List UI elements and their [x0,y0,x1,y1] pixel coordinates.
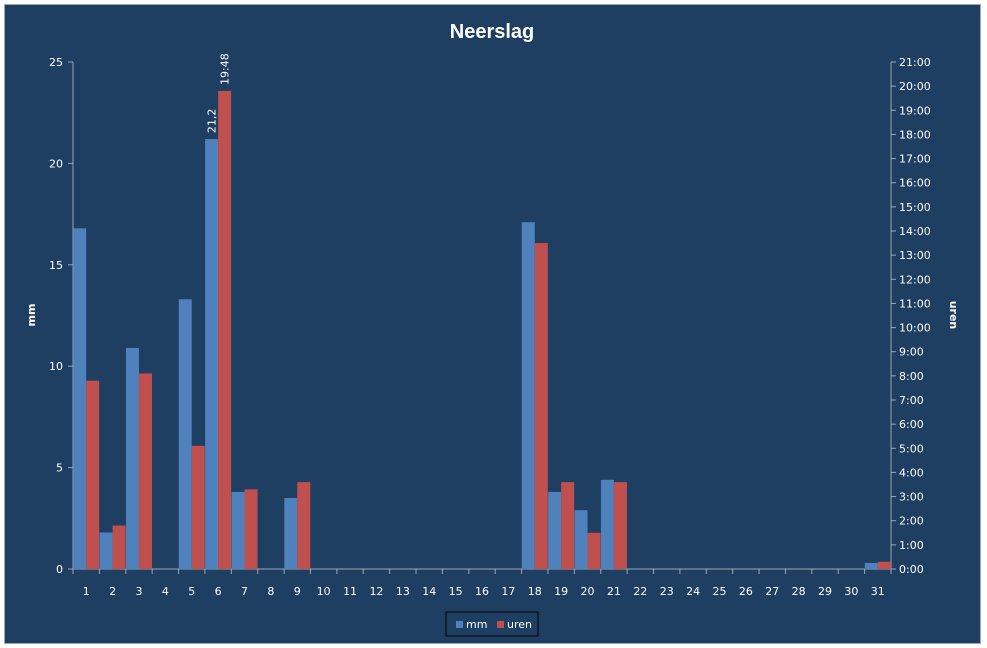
y2-axis-label: uren [947,301,960,330]
y2-tick-label: 0:00 [899,563,924,576]
bar-mm-day-18 [521,222,535,569]
bar-uren-day-1 [86,380,100,569]
x-tick-label: 11 [343,585,357,598]
y-tick-label: 0 [56,563,63,576]
y2-tick-label: 20:00 [899,80,931,93]
bar-mm-day-6 [205,139,219,569]
bar-uren-day-18 [534,243,548,570]
x-tick-label: 19 [554,585,568,598]
x-tick-label: 25 [712,585,726,598]
y-tick-label: 25 [49,56,63,69]
x-tick-label: 8 [267,585,274,598]
y-tick-label: 10 [49,360,63,373]
x-tick-label: 22 [633,585,647,598]
bar-uren-day-19 [561,482,575,569]
x-tick-label: 9 [294,585,301,598]
bar-uren-day-20 [587,532,601,569]
y-tick-label: 15 [49,259,63,272]
x-tick-label: 21 [607,585,621,598]
y2-tick-label: 5:00 [899,442,924,455]
x-tick-label: 30 [844,585,858,598]
x-tick-label: 23 [660,585,674,598]
bar-uren-day-3 [138,373,152,569]
x-tick-label: 31 [871,585,885,598]
bar-uren-day-21 [613,482,627,569]
y2-tick-label: 11:00 [899,297,931,310]
x-tick-label: 14 [422,585,436,598]
bar-mm-day-3 [125,347,139,569]
y2-tick-label: 19:00 [899,104,931,117]
y2-tick-label: 9:00 [899,346,924,359]
y2-tick-label: 15:00 [899,201,931,214]
bar-mm-day-2 [99,532,113,569]
y2-tick-label: 10:00 [899,322,931,335]
x-tick-label: 4 [162,585,169,598]
chart-area [4,4,981,644]
legend-label-uren: uren [507,618,532,631]
bar-mm-day-21 [600,479,614,569]
bar-mm-day-9 [284,498,298,569]
y-tick-label: 5 [56,462,63,475]
y2-tick-label: 21:00 [899,56,931,69]
x-tick-label: 17 [501,585,515,598]
legend-label-mm: mm [466,618,487,631]
y2-tick-label: 3:00 [899,491,924,504]
y2-tick-label: 8:00 [899,370,924,383]
x-tick-label: 29 [818,585,832,598]
bar-mm-day-5 [178,299,192,569]
y2-tick-label: 16:00 [899,177,931,190]
legend-swatch-uren [497,621,504,628]
x-tick-label: 27 [765,585,779,598]
y2-tick-label: 4:00 [899,466,924,479]
x-tick-label: 15 [449,585,463,598]
x-tick-label: 6 [215,585,222,598]
labels: 21,2 19:48 [206,53,232,133]
bar-uren-day-9 [297,482,311,569]
legend: mm uren [445,611,539,637]
x-tick-label: 13 [396,585,410,598]
x-tick-label: 7 [241,585,248,598]
x-tick-label: 20 [581,585,595,598]
bars [73,90,891,570]
data-label-mm: 21,2 [206,109,219,134]
y2-tick-label: 2:00 [899,515,924,528]
chart-title: Neerslag [450,21,535,43]
x-tick-label: 2 [109,585,116,598]
x-tick-label: 26 [739,585,753,598]
y2-tick-label: 6:00 [899,418,924,431]
bar-mm-day-19 [548,491,562,569]
y2-tick-label: 14:00 [899,225,931,238]
x-tick-label: 10 [317,585,331,598]
y2-tick-label: 12:00 [899,273,931,286]
axes: 05101520250:001:002:003:004:005:006:007:… [49,56,931,598]
y-axis-label: mm [25,304,38,327]
x-tick-label: 28 [792,585,806,598]
bar-mm-day-31 [864,562,878,569]
bar-uren-day-6 [218,90,232,569]
y2-tick-label: 7:00 [899,394,924,407]
x-tick-label: 16 [475,585,489,598]
bar-uren-day-31 [877,561,891,569]
x-tick-label: 3 [135,585,142,598]
bar-uren-day-5 [191,445,205,569]
y2-tick-label: 17:00 [899,153,931,166]
data-label-uren: 19:48 [219,53,232,85]
x-tick-label: 12 [369,585,383,598]
y2-tick-label: 18:00 [899,128,931,141]
x-tick-label: 5 [188,585,195,598]
y-tick-label: 20 [49,157,63,170]
bar-mm-day-20 [574,510,588,569]
x-tick-label: 24 [686,585,700,598]
y2-tick-label: 1:00 [899,539,924,552]
x-tick-label: 1 [83,585,90,598]
bar-mm-day-7 [231,491,245,569]
x-tick-label: 18 [528,585,542,598]
bar-uren-day-2 [112,525,126,569]
y2-tick-label: 13:00 [899,249,931,262]
bar-mm-day-1 [73,228,87,569]
legend-swatch-mm [456,621,463,628]
bar-uren-day-7 [244,489,258,569]
